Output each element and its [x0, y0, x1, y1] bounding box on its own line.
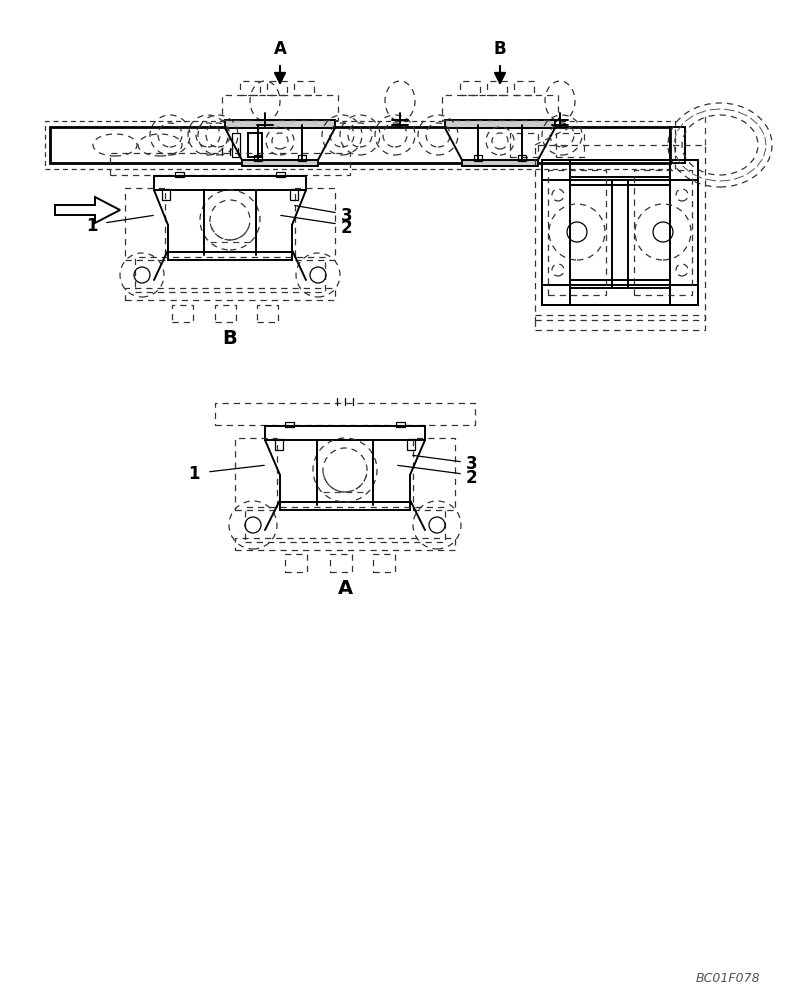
Polygon shape: [461, 160, 538, 166]
Text: 3: 3: [341, 207, 352, 225]
Polygon shape: [55, 197, 120, 223]
Polygon shape: [242, 160, 318, 166]
Text: BC01F078: BC01F078: [694, 972, 759, 985]
Text: A: A: [273, 40, 286, 58]
Text: B: B: [222, 328, 237, 348]
Text: 2: 2: [341, 219, 352, 237]
Polygon shape: [225, 120, 335, 128]
Text: 3: 3: [466, 455, 477, 473]
Text: 1: 1: [87, 217, 98, 235]
Text: B: B: [493, 40, 506, 58]
Polygon shape: [444, 120, 554, 128]
Text: A: A: [337, 578, 352, 597]
Text: 2: 2: [466, 469, 477, 487]
Text: 1: 1: [188, 465, 200, 483]
